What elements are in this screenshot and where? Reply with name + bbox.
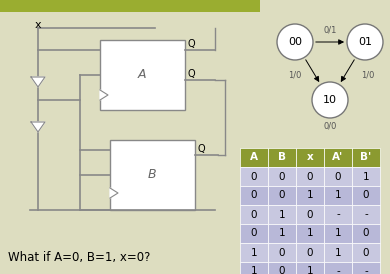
Text: A': A' xyxy=(332,153,344,162)
Circle shape xyxy=(347,24,383,60)
Bar xyxy=(296,243,324,262)
Text: 0: 0 xyxy=(251,229,257,238)
Bar xyxy=(268,224,296,243)
Bar xyxy=(296,205,324,224)
Text: 0: 0 xyxy=(307,172,313,181)
Bar xyxy=(324,186,352,205)
Text: -: - xyxy=(336,267,340,274)
Text: A: A xyxy=(138,68,146,81)
Text: 0: 0 xyxy=(279,172,285,181)
Text: 1: 1 xyxy=(363,172,369,181)
Text: 1/0: 1/0 xyxy=(288,70,302,79)
Bar xyxy=(352,262,380,274)
Bar xyxy=(240,243,268,262)
Text: A: A xyxy=(250,153,258,162)
Text: -: - xyxy=(336,210,340,219)
Bar xyxy=(352,186,380,205)
Bar xyxy=(296,148,324,167)
Text: 0: 0 xyxy=(307,210,313,219)
Bar xyxy=(324,148,352,167)
Bar xyxy=(240,186,268,205)
Text: 1: 1 xyxy=(335,229,341,238)
Bar xyxy=(240,148,268,167)
Bar xyxy=(268,205,296,224)
Bar xyxy=(240,205,268,224)
Bar xyxy=(324,224,352,243)
Bar xyxy=(324,243,352,262)
Polygon shape xyxy=(31,77,45,87)
Polygon shape xyxy=(31,122,45,132)
Bar xyxy=(352,148,380,167)
Text: 1: 1 xyxy=(335,190,341,201)
Polygon shape xyxy=(100,90,108,100)
Text: 1: 1 xyxy=(251,267,257,274)
Text: 0: 0 xyxy=(335,172,341,181)
Polygon shape xyxy=(110,188,118,198)
Text: What if A=0, B=1, x=0?: What if A=0, B=1, x=0? xyxy=(8,252,151,264)
Text: B: B xyxy=(148,169,156,181)
Text: 1: 1 xyxy=(307,267,313,274)
Bar xyxy=(296,167,324,186)
Bar xyxy=(268,148,296,167)
Text: -: - xyxy=(364,267,368,274)
Bar xyxy=(324,167,352,186)
Bar xyxy=(110,140,195,210)
Text: 00: 00 xyxy=(288,37,302,47)
Text: B: B xyxy=(278,153,286,162)
Circle shape xyxy=(277,24,313,60)
Text: 0: 0 xyxy=(279,267,285,274)
Text: 1/0: 1/0 xyxy=(361,70,375,79)
Bar xyxy=(240,167,268,186)
Text: 0: 0 xyxy=(251,172,257,181)
Text: 0: 0 xyxy=(307,247,313,258)
Text: 01: 01 xyxy=(358,37,372,47)
Bar xyxy=(268,243,296,262)
Bar xyxy=(268,186,296,205)
Text: 0/0: 0/0 xyxy=(323,121,337,130)
Text: B': B' xyxy=(360,153,372,162)
Text: 1: 1 xyxy=(279,210,285,219)
Bar xyxy=(324,205,352,224)
Bar xyxy=(268,262,296,274)
Text: 1: 1 xyxy=(279,229,285,238)
Text: 0: 0 xyxy=(279,190,285,201)
Text: Q: Q xyxy=(188,69,196,79)
Text: 1: 1 xyxy=(335,247,341,258)
Bar xyxy=(240,224,268,243)
Bar xyxy=(324,262,352,274)
Bar xyxy=(240,262,268,274)
Text: 1: 1 xyxy=(307,190,313,201)
Text: 0: 0 xyxy=(251,210,257,219)
Bar xyxy=(352,224,380,243)
Bar xyxy=(0,0,260,12)
Text: Q: Q xyxy=(197,144,205,154)
Text: 1: 1 xyxy=(307,229,313,238)
Bar xyxy=(352,205,380,224)
Text: x: x xyxy=(307,153,314,162)
Bar xyxy=(352,243,380,262)
Text: x: x xyxy=(35,20,41,30)
Bar xyxy=(296,224,324,243)
Bar xyxy=(352,167,380,186)
Text: 0: 0 xyxy=(279,247,285,258)
Text: 0/1: 0/1 xyxy=(323,25,337,35)
Bar xyxy=(268,167,296,186)
Circle shape xyxy=(312,82,348,118)
Text: Q: Q xyxy=(188,39,196,49)
Text: 1: 1 xyxy=(251,247,257,258)
Text: -: - xyxy=(364,210,368,219)
Text: 0: 0 xyxy=(363,190,369,201)
Bar xyxy=(100,40,185,110)
Bar xyxy=(296,186,324,205)
Text: 0: 0 xyxy=(363,229,369,238)
Text: 0: 0 xyxy=(251,190,257,201)
Text: 10: 10 xyxy=(323,95,337,105)
Text: 0: 0 xyxy=(363,247,369,258)
Bar xyxy=(296,262,324,274)
